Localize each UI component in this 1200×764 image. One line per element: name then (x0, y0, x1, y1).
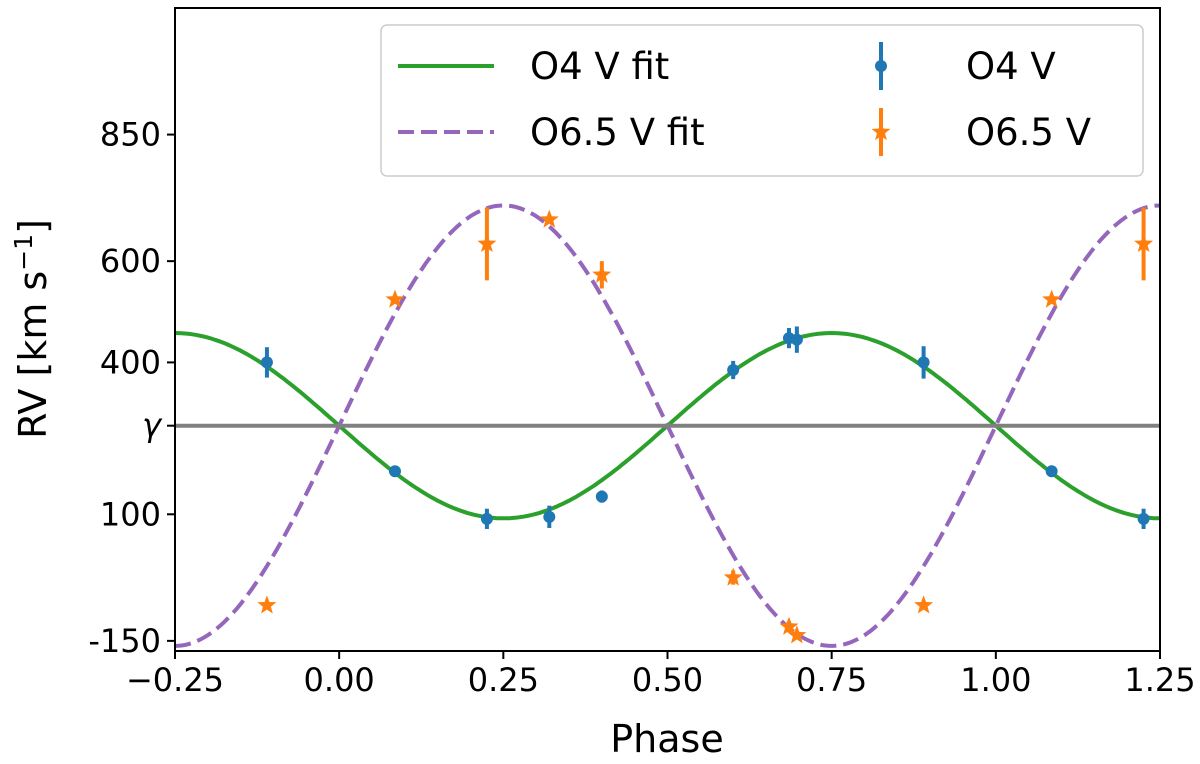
marker-o65-1 (385, 289, 405, 308)
x-tick-label-0: −0.25 (126, 661, 224, 699)
legend-box (380, 24, 1144, 177)
marker-o65-10 (1134, 233, 1154, 252)
legend: O4 V fit O6.5 V fit O4 V O6.5 V (380, 24, 1144, 177)
marker-o4-1 (388, 465, 401, 478)
x-tick-label-5: 1.00 (960, 661, 1031, 699)
legend-o65-fit-label: O6.5 V fit (530, 111, 705, 154)
y-tick-label-4: 600 (100, 242, 161, 280)
legend-o4-label: O4 V (966, 45, 1056, 88)
marker-o4-0 (260, 356, 273, 369)
marker-o65-5 (723, 567, 743, 586)
legend-o4-marker (875, 60, 887, 72)
marker-o65-6 (779, 616, 799, 635)
marker-o4-3 (543, 510, 556, 523)
marker-o4-10 (1137, 512, 1150, 525)
legend-o65-marker (871, 122, 891, 141)
marker-o65-2 (477, 233, 497, 252)
x-tick-label-4: 0.75 (796, 661, 867, 699)
marker-o65-7 (787, 625, 807, 644)
y-axis-label-main: RV [km s (11, 271, 55, 439)
x-tick-label-2: 0.25 (468, 661, 539, 699)
x-tick-label-6: 1.25 (1124, 661, 1195, 699)
y-axis-label-exponent: −1 (9, 234, 38, 271)
marker-o65-0 (257, 595, 277, 614)
y-axis-label-end: ] (11, 219, 55, 234)
y-axis-ticks: -150 100 γ 400 600 850 (88, 116, 175, 660)
y-axis-label: RV [km s−1] (9, 219, 55, 439)
marker-o65-3 (539, 209, 559, 228)
y-tick-label-5: 850 (100, 116, 161, 154)
marker-o4-5 (727, 364, 740, 377)
marker-o4-8 (917, 356, 930, 369)
marker-o65-8 (914, 595, 934, 614)
marker-o65-9 (1042, 289, 1062, 308)
marker-o4-4 (595, 490, 608, 503)
marker-o65-4 (592, 264, 612, 283)
x-tick-label-1: 0.00 (304, 661, 375, 699)
marker-o4-9 (1045, 465, 1058, 478)
y-tick-label-1: 100 (100, 495, 161, 533)
data-points (257, 207, 1154, 644)
legend-o65-label: O6.5 V (966, 111, 1091, 154)
y-tick-label-0: -150 (88, 622, 161, 660)
marker-o4-2 (480, 512, 493, 525)
marker-o4-7 (790, 333, 803, 346)
x-tick-label-3: 0.50 (632, 661, 703, 699)
legend-o4-fit-label: O4 V fit (530, 45, 669, 88)
y-tick-label-gamma: γ (142, 407, 163, 445)
x-axis-label: Phase (610, 717, 723, 761)
x-axis-ticks: −0.25 0.00 0.25 0.50 0.75 1.00 1.25 (126, 651, 1196, 699)
y-tick-label-3: 400 (100, 343, 161, 381)
